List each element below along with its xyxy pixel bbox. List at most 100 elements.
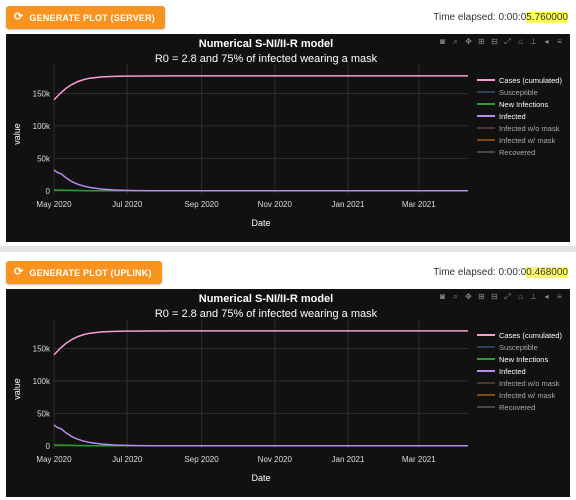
- zoom-icon[interactable]: ⌕: [453, 292, 458, 301]
- chart-subtitle: R0 = 2.8 and 75% of infected wearing a m…: [154, 53, 378, 65]
- chart-subtitle: R0 = 2.8 and 75% of infected wearing a m…: [154, 308, 378, 320]
- y-tick-label: 0: [46, 187, 51, 196]
- x-tick-label: Nov 2020: [258, 200, 293, 209]
- pan-icon[interactable]: ✥: [465, 37, 472, 46]
- hover-compare-icon[interactable]: ≡: [557, 37, 562, 46]
- y-axis-label: value: [12, 378, 22, 400]
- x-tick-label: Mar 2021: [402, 455, 436, 464]
- legend-swatch: [477, 346, 495, 348]
- series-line-cases-cumulated-[interactable]: [53, 330, 468, 356]
- divider: [0, 246, 576, 252]
- x-tick-label: Jul 2020: [112, 200, 143, 209]
- server-panel: ⟳ GENERATE PLOT (SERVER) Time elapsed: 0…: [0, 0, 576, 244]
- legend-item[interactable]: Infected w/ mask: [477, 134, 562, 146]
- legend-item[interactable]: Infected: [477, 110, 562, 122]
- y-axis-label: value: [12, 123, 22, 145]
- legend-item[interactable]: Cases (cumulated): [477, 329, 562, 341]
- hover-closest-icon[interactable]: ◂: [544, 292, 549, 301]
- zoom-out-icon[interactable]: ⊟: [491, 37, 498, 46]
- y-tick-label: 150k: [33, 344, 51, 353]
- elapsed-value: 0.468000: [526, 267, 568, 278]
- legend-label: Infected: [499, 366, 526, 376]
- series-line-infected[interactable]: [53, 169, 468, 192]
- legend-item[interactable]: Infected: [477, 365, 562, 377]
- home-icon[interactable]: ⌂: [518, 292, 523, 301]
- zoom-in-icon[interactable]: ⊞: [478, 292, 485, 301]
- x-tick-label: May 2020: [36, 455, 72, 464]
- legend-label: Cases (cumulated): [499, 330, 562, 340]
- legend-item[interactable]: Infected w/ mask: [477, 389, 562, 401]
- time-elapsed: Time elapsed: 0:00:05.760000: [433, 12, 568, 23]
- x-tick-label: Jan 2021: [332, 200, 365, 209]
- legend-swatch: [477, 394, 495, 396]
- legend-label: Susceptible: [499, 342, 538, 352]
- legend-swatch: [477, 370, 495, 372]
- legend-label: Recovered: [499, 402, 536, 412]
- legend-item[interactable]: Infected w/o mask: [477, 122, 562, 134]
- refresh-icon: ⟳: [14, 11, 24, 23]
- camera-icon[interactable]: ◙: [440, 292, 445, 301]
- x-axis-label: Date: [251, 218, 270, 228]
- spike-lines-icon[interactable]: ⊥: [530, 37, 537, 46]
- legend-item[interactable]: Infected w/o mask: [477, 377, 562, 389]
- legend-label: Infected w/o mask: [499, 123, 560, 133]
- hover-closest-icon[interactable]: ◂: [544, 37, 549, 46]
- legend-item[interactable]: Cases (cumulated): [477, 74, 562, 86]
- generate-plot-server-button[interactable]: ⟳ GENERATE PLOT (SERVER): [6, 6, 166, 29]
- elapsed-prefix: Time elapsed: 0:00:0: [433, 267, 527, 278]
- autoscale-icon[interactable]: ⤢: [504, 37, 511, 46]
- zoom-out-icon[interactable]: ⊟: [491, 292, 498, 301]
- x-tick-label: Sep 2020: [184, 455, 219, 464]
- legend-swatch: [477, 103, 495, 105]
- legend-label: Recovered: [499, 147, 536, 157]
- legend-item[interactable]: New Infections: [477, 353, 562, 365]
- plot-area[interactable]: 0 50k 100k 150k May 2020 Jul 2020 Sep 2020 Nov …: [6, 289, 570, 497]
- legend-swatch: [477, 91, 495, 93]
- x-tick-label: Nov 2020: [258, 455, 293, 464]
- series-line-infected[interactable]: [53, 424, 468, 447]
- hover-compare-icon[interactable]: ≡: [557, 292, 562, 301]
- legend-swatch: [477, 139, 495, 141]
- y-tick-label: 100k: [33, 377, 51, 386]
- legend: Cases (cumulated) Susceptible New Infectio…: [477, 329, 562, 413]
- x-tick-label: Mar 2021: [402, 200, 436, 209]
- home-icon[interactable]: ⌂: [518, 37, 523, 46]
- legend-label: New Infections: [499, 354, 549, 364]
- legend-swatch: [477, 358, 495, 360]
- legend: Cases (cumulated) Susceptible New Infectio…: [477, 74, 562, 158]
- legend-swatch: [477, 115, 495, 117]
- autoscale-icon[interactable]: ⤢: [504, 292, 511, 301]
- legend-label: Cases (cumulated): [499, 75, 562, 85]
- y-tick-label: 150k: [33, 89, 51, 98]
- legend-swatch: [477, 406, 495, 408]
- legend-item[interactable]: New Infections: [477, 98, 562, 110]
- spike-lines-icon[interactable]: ⊥: [530, 292, 537, 301]
- legend-label: Infected w/o mask: [499, 378, 560, 388]
- legend-item[interactable]: Recovered: [477, 401, 562, 413]
- refresh-icon: ⟳: [14, 266, 24, 278]
- modebar: ◙ ⌕ ✥ ⊞ ⊟ ⤢ ⌂ ⊥ ◂ ≡: [438, 292, 564, 301]
- zoom-icon[interactable]: ⌕: [453, 37, 458, 46]
- x-axis-label: Date: [251, 473, 270, 483]
- uplink-panel: ⟳ GENERATE PLOT (UPLINK) Time elapsed: 0…: [0, 255, 576, 499]
- generate-plot-uplink-button[interactable]: ⟳ GENERATE PLOT (UPLINK): [6, 261, 162, 284]
- legend-swatch: [477, 151, 495, 153]
- series-line-cases-cumulated-[interactable]: [53, 75, 468, 101]
- legend-label: New Infections: [499, 99, 549, 109]
- button-label: GENERATE PLOT (SERVER): [29, 12, 156, 23]
- legend-item[interactable]: Susceptible: [477, 341, 562, 353]
- legend-swatch: [477, 382, 495, 384]
- plot-svg: 0 50k 100k 150k May 2020 Jul 2020 Sep 2020 Nov …: [12, 64, 468, 228]
- camera-icon[interactable]: ◙: [440, 37, 445, 46]
- legend-item[interactable]: Recovered: [477, 146, 562, 158]
- pan-icon[interactable]: ✥: [465, 292, 472, 301]
- plot-area[interactable]: 0 50k 100k 150k May 2020 Jul 2020 Sep 2020 Nov …: [6, 34, 570, 242]
- legend-label: Susceptible: [499, 87, 538, 97]
- y-tick-label: 100k: [33, 122, 51, 131]
- legend-label: Infected w/ mask: [499, 135, 556, 145]
- legend-item[interactable]: Susceptible: [477, 86, 562, 98]
- plot-svg: 0 50k 100k 150k May 2020 Jul 2020 Sep 2020 Nov …: [12, 319, 468, 483]
- legend-swatch: [477, 334, 495, 336]
- time-elapsed: Time elapsed: 0:00:00.468000: [433, 267, 568, 278]
- zoom-in-icon[interactable]: ⊞: [478, 37, 485, 46]
